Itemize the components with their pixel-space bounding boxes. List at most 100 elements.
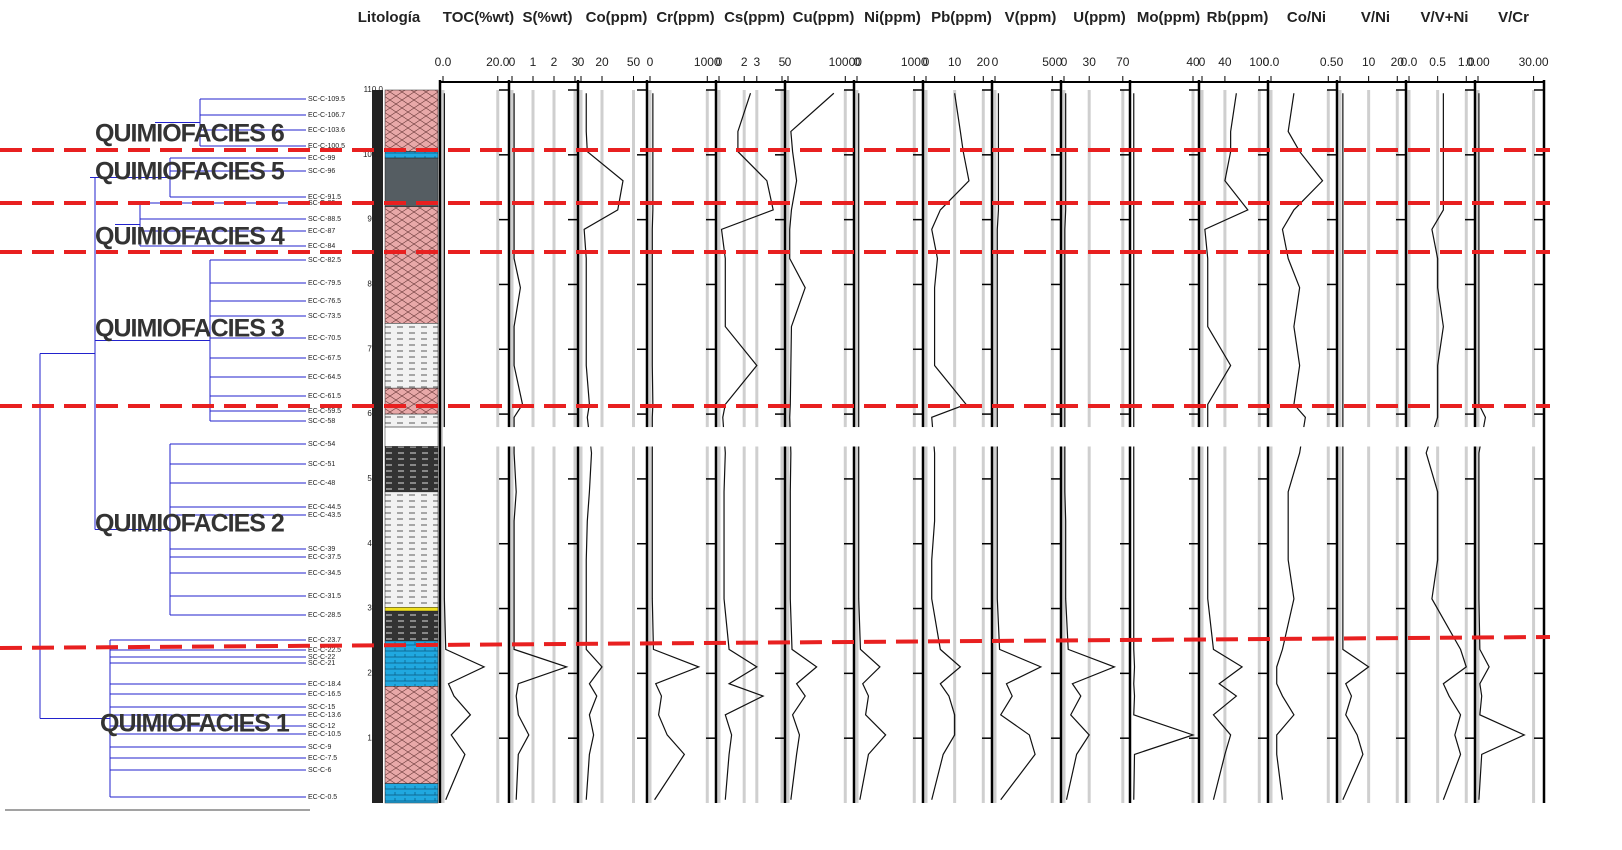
facies-label: QUIMIOFACIES 2 [95, 510, 284, 538]
sample-label: EC-C-22.5 [308, 647, 341, 654]
sample-label: EC-C-70.5 [308, 335, 341, 342]
facies-label: QUIMIOFACIES 5 [95, 158, 285, 186]
x-tick-label: 70 [1116, 55, 1130, 69]
litho-layer [385, 90, 438, 152]
x-tick-label: 0 [1061, 55, 1068, 69]
litho-layer [385, 686, 438, 783]
x-tick-label: 20 [595, 55, 609, 69]
x-tick-label: 40 [1218, 55, 1232, 69]
sample-label: EC-C-64.5 [308, 374, 341, 381]
x-tick-label: 0 [1337, 55, 1344, 69]
litho-layer [385, 207, 438, 324]
x-tick-label: 3 [753, 55, 760, 69]
panel-title: Mo(ppm) [1137, 9, 1200, 26]
sample-label: EC-C-103.6 [308, 127, 345, 134]
depth-tick-label: 80.0 [367, 280, 383, 289]
sample-label: EC-C-76.5 [308, 298, 341, 305]
sample-label: SC-C-6 [308, 767, 331, 774]
litho-layer [385, 152, 438, 158]
litho-layer [385, 611, 438, 641]
figure: Litología 10.020.030.040.050.060.070.080… [0, 0, 1622, 850]
x-tick-label: 0 [716, 55, 723, 69]
x-tick-label: 0 [923, 55, 930, 69]
depth-tick-label: 90.0 [367, 215, 383, 224]
panel-title: Cr(ppm) [656, 9, 714, 26]
panel-title: V/Ni [1361, 9, 1390, 26]
x-tick-label: 30 [1083, 55, 1097, 69]
sample-label: SC-C-54 [308, 441, 335, 448]
x-tick-label: 0.0 [1401, 55, 1418, 69]
litho-layer [385, 447, 438, 492]
x-tick-label: 10 [948, 55, 962, 69]
litho-bar [372, 90, 383, 803]
litho-layer [385, 158, 438, 207]
sample-label: SC-C-51 [308, 461, 335, 468]
x-tick-label: 20 [977, 55, 991, 69]
sample-label: SC-C-96 [308, 168, 335, 175]
sample-label: SC-C-109.5 [308, 96, 345, 103]
litho-layer [385, 784, 438, 803]
panel-title: Co(ppm) [586, 9, 648, 26]
facies-label: QUIMIOFACIES 1 [100, 710, 290, 738]
sample-label: EC-C-61.5 [308, 393, 341, 400]
panel-title: TOC(%wt) [443, 9, 514, 26]
sample-label: SC-C-73.5 [308, 313, 341, 320]
sample-label: EC-C-79.5 [308, 280, 341, 287]
sample-label: EC-C-10.5 [308, 731, 341, 738]
sample-label: EC-C-18.4 [308, 681, 341, 688]
x-tick-label: 0 [647, 55, 654, 69]
litho-layer [385, 414, 438, 427]
facies-label: QUIMIOFACIES 4 [95, 223, 285, 251]
litho-layer [385, 323, 438, 388]
sample-label: SC-C-58 [308, 418, 335, 425]
litho-layer [385, 492, 438, 607]
sample-label: EC-C-84 [308, 243, 335, 250]
panel-title: Cs(ppm) [724, 9, 785, 26]
panel-title: Rb(ppm) [1207, 9, 1269, 26]
x-tick-label: 500 [1042, 55, 1062, 69]
x-tick-label: 0 [578, 55, 585, 69]
lithology-title: Litología [358, 9, 421, 26]
depth-tick-label: 10.0 [367, 733, 383, 742]
litho-layer [385, 607, 438, 611]
sample-label: EC-C-48 [308, 480, 335, 487]
x-tick-label: 2 [741, 55, 748, 69]
sample-label: SC-C-9 [308, 744, 331, 751]
x-tick-label: 0 [854, 55, 861, 69]
panel-title: Cu(ppm) [793, 9, 855, 26]
depth-tick-label: 40.0 [367, 539, 383, 548]
panel-title: Ni(ppm) [864, 9, 921, 26]
panel-title: V(ppm) [1005, 9, 1057, 26]
x-tick-label: 0.5 [1429, 55, 1446, 69]
depth-tick-label: 20.0 [367, 668, 383, 677]
x-tick-label: 0.0 [435, 55, 452, 69]
panel-title: U(ppm) [1073, 9, 1126, 26]
depth-tick-label: 50.0 [367, 474, 383, 483]
data-gap [443, 427, 1541, 446]
facies-label: QUIMIOFACIES 6 [95, 120, 284, 148]
litho-layer [385, 427, 438, 446]
sample-label: EC-C-34.5 [308, 570, 341, 577]
sample-label: SC-C-88.5 [308, 216, 341, 223]
sample-label: EC-C-13.6 [308, 712, 341, 719]
sample-label: EC-C-23.7 [308, 637, 341, 644]
depth-tick-label: 110.0 [364, 85, 384, 94]
sample-label: EC-C-99 [308, 155, 335, 162]
panel-title: Co/Ni [1287, 9, 1326, 26]
depth-tick-label: 30.0 [367, 604, 383, 613]
x-tick-label: 0.00 [1466, 55, 1490, 69]
x-tick-label: 50 [627, 55, 641, 69]
sample-label: EC-C-7.5 [308, 755, 337, 762]
x-tick-label: 0 [785, 55, 792, 69]
x-tick-label: 0.0 [1263, 55, 1280, 69]
depth-tick-label: 60.0 [367, 409, 383, 418]
sample-label: EC-C-44.5 [308, 504, 341, 511]
sample-label: EC-C-87 [308, 228, 335, 235]
x-tick-label: 20.0 [486, 55, 510, 69]
x-tick-label: 0 [992, 55, 999, 69]
facies-boundary [0, 637, 1550, 648]
litho-layer [385, 388, 438, 414]
panel-title: S(%wt) [523, 9, 573, 26]
sample-label: EC-C-43.5 [308, 512, 341, 519]
sample-label: EC-C-106.7 [308, 112, 345, 119]
